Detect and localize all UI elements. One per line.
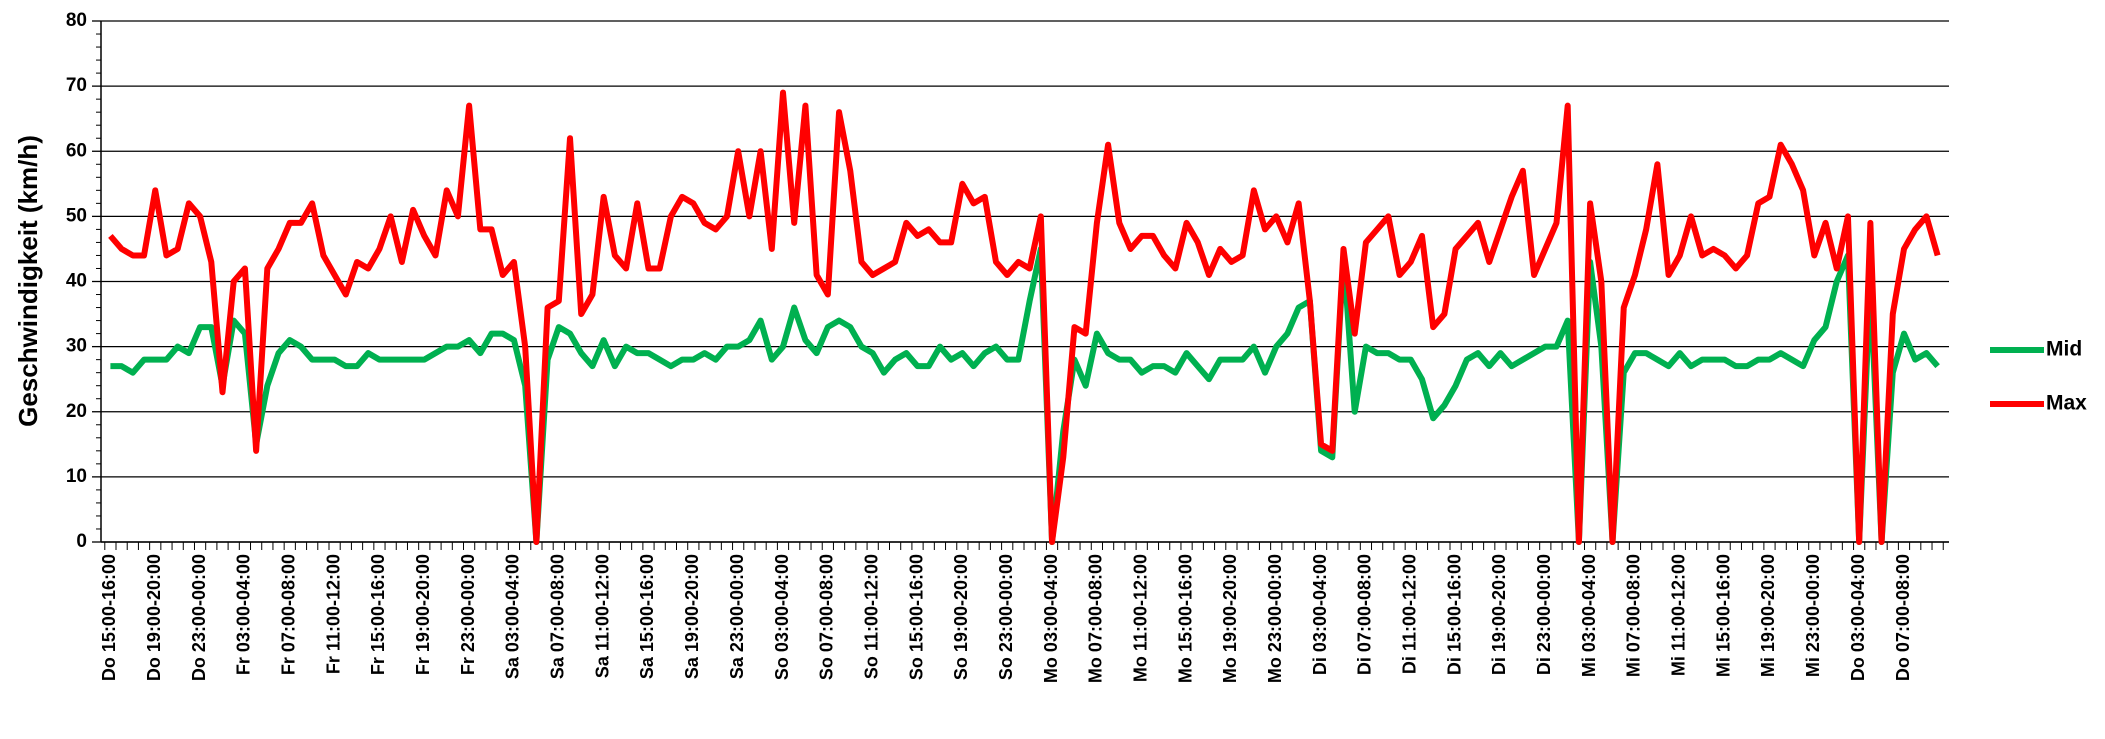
x-tick-label: Mi 03:00-04:00 [1579, 554, 1599, 677]
x-tick-label: Mi 23:00-00:00 [1803, 554, 1823, 677]
x-tick-label: Sa 03:00-04:00 [503, 554, 523, 679]
y-tick-label: 40 [66, 271, 87, 292]
x-tick-label: So 19:00-20:00 [951, 554, 971, 680]
y-tick-label: 60 [66, 140, 87, 161]
x-tick-label: So 23:00-00:00 [996, 554, 1016, 680]
x-tick-label: Do 19:00-20:00 [144, 554, 164, 681]
y-tick-label: 0 [76, 531, 87, 552]
x-tick-label: Mo 19:00-20:00 [1220, 554, 1240, 683]
x-tick-label: Di 03:00-04:00 [1310, 554, 1330, 675]
x-tick-label: So 15:00-16:00 [906, 554, 926, 680]
x-tick-label: Sa 07:00-08:00 [548, 554, 568, 679]
x-tick-label: Sa 11:00-12:00 [592, 554, 612, 678]
x-tick-label: Mo 07:00-08:00 [1086, 554, 1106, 683]
x-tick-label: Sa 15:00-16:00 [637, 554, 657, 679]
x-tick-label: Di 15:00-16:00 [1444, 554, 1464, 675]
y-tick-label: 20 [66, 401, 87, 422]
y-tick-label: 70 [66, 75, 87, 96]
legend-label: Max [2046, 392, 2087, 415]
x-tick-label: Sa 19:00-20:00 [682, 554, 702, 679]
x-tick-label: Di 11:00-12:00 [1400, 554, 1420, 674]
x-tick-label: So 03:00-04:00 [772, 554, 792, 680]
x-tick-label: Mi 15:00-16:00 [1713, 554, 1733, 677]
x-tick-label: Fr 03:00-04:00 [234, 554, 254, 675]
x-tick-label: Di 07:00-08:00 [1355, 554, 1375, 675]
x-tick-label: Fr 11:00-12:00 [323, 554, 343, 674]
y-tick-label: 50 [66, 205, 87, 226]
x-tick-label: Do 07:00-08:00 [1893, 554, 1913, 681]
y-tick-label: 30 [66, 336, 87, 357]
y-tick-label: 10 [66, 466, 87, 487]
x-tick-label: Sa 23:00-00:00 [727, 554, 747, 679]
series-line [108, 89, 1941, 545]
y-tick-label: 80 [66, 10, 87, 31]
x-tick-label: Do 23:00-00:00 [189, 554, 209, 681]
x-tick-label: Fr 07:00-08:00 [279, 554, 299, 675]
x-tick-label: Do 15:00-16:00 [99, 554, 119, 681]
x-tick-label: Mo 15:00-16:00 [1175, 554, 1195, 683]
x-tick-label: So 11:00-12:00 [861, 554, 881, 679]
series-line [110, 245, 1940, 545]
x-tick-label: Fr 15:00-16:00 [368, 554, 388, 675]
y-axis-title: Geschwindigkeit (km/h) [13, 135, 43, 427]
x-tick-label: Mo 11:00-12:00 [1130, 554, 1150, 682]
x-tick-label: Fr 19:00-20:00 [413, 554, 433, 675]
x-tick-label: Mi 19:00-20:00 [1758, 554, 1778, 677]
x-tick-label: Di 19:00-20:00 [1489, 554, 1509, 675]
x-tick-label: Fr 23:00-00:00 [458, 554, 478, 675]
x-tick-label: Mo 03:00-04:00 [1041, 554, 1061, 683]
x-tick-label: Do 03:00-04:00 [1848, 554, 1868, 681]
x-tick-label: Mo 23:00-00:00 [1265, 554, 1285, 683]
x-tick-label: Mi 07:00-08:00 [1624, 554, 1644, 677]
legend-label: Mid [2046, 338, 2082, 361]
x-tick-label: Di 23:00-00:00 [1534, 554, 1554, 675]
x-tick-label: So 07:00-08:00 [817, 554, 837, 680]
x-tick-label: Mi 11:00-12:00 [1669, 554, 1689, 676]
